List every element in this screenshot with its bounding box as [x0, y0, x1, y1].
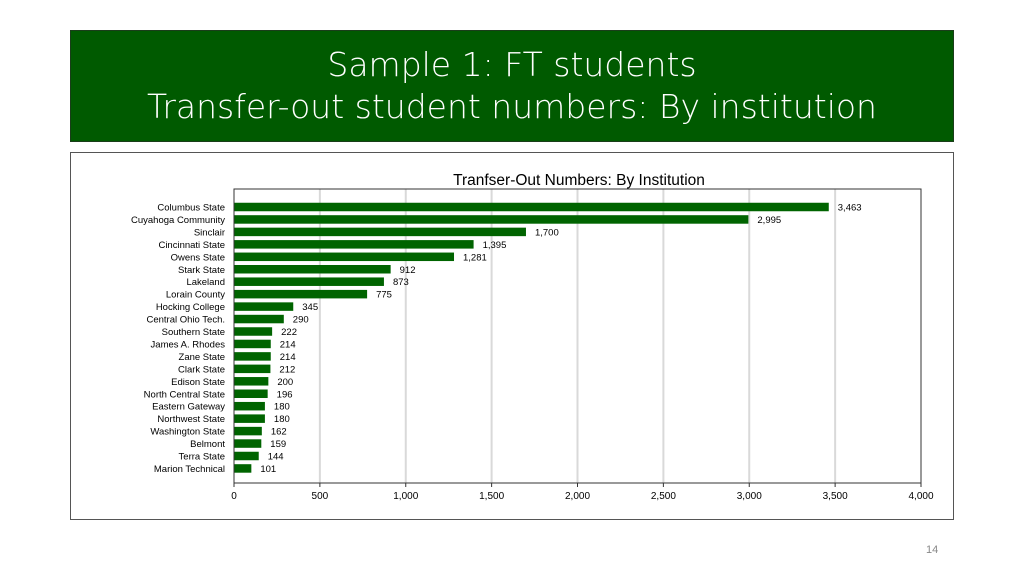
bar — [234, 364, 271, 374]
bar-chart: Tranfser-Out Numbers: By Institution Col… — [131, 172, 934, 502]
bar — [234, 265, 391, 274]
category-label: Belmont — [190, 439, 225, 450]
bar — [234, 339, 271, 349]
bar — [234, 414, 265, 423]
x-tick-label: 3,500 — [823, 491, 848, 502]
category-label: Northwest State — [157, 414, 225, 425]
bar — [234, 215, 749, 224]
bar — [234, 240, 474, 249]
bar — [234, 277, 384, 286]
bar — [234, 289, 368, 299]
data-label: 180 — [274, 402, 290, 413]
x-tick-label: 2,500 — [651, 491, 676, 502]
data-label: 1,281 — [463, 252, 487, 263]
bar — [234, 327, 273, 336]
data-label: 144 — [268, 452, 284, 463]
data-label: 1,700 — [535, 227, 559, 238]
bar — [234, 202, 829, 212]
category-label: Washington State — [150, 427, 225, 438]
bar — [234, 451, 259, 461]
bar — [234, 464, 252, 473]
category-label: Lorain County — [166, 290, 225, 301]
bar — [234, 252, 455, 262]
category-label: Terra State — [179, 452, 225, 463]
category-label: James A. Rhodes — [151, 339, 226, 350]
slide-title-line1: Sample 1: FT students — [327, 45, 697, 84]
bar — [234, 352, 271, 361]
category-label: Zane State — [179, 352, 225, 363]
category-label: Marion Technical — [154, 464, 225, 475]
category-label: Hocking College — [156, 302, 225, 313]
data-label: 345 — [302, 302, 318, 313]
data-label: 180 — [274, 414, 290, 425]
chart-frame: Tranfser-Out Numbers: By Institution Col… — [70, 152, 954, 520]
category-label: Clark State — [178, 364, 225, 375]
data-label: 873 — [393, 277, 409, 288]
category-label: Columbus State — [157, 203, 225, 214]
category-label: Owens State — [171, 252, 225, 263]
data-label: 222 — [281, 327, 297, 338]
data-label: 159 — [270, 439, 286, 450]
data-label: 1,395 — [483, 240, 507, 251]
data-label: 2,995 — [757, 215, 781, 226]
data-label: 162 — [271, 427, 287, 438]
bar — [234, 426, 262, 436]
category-label: Stark State — [178, 265, 225, 276]
data-label: 3,463 — [838, 203, 862, 214]
category-label: Lakeland — [186, 277, 225, 288]
data-label: 214 — [280, 339, 296, 350]
bar — [234, 439, 262, 448]
data-label: 290 — [293, 315, 309, 326]
x-tick-label: 0 — [231, 491, 237, 502]
chart-title: Tranfser-Out Numbers: By Institution — [453, 172, 705, 189]
data-label: 101 — [260, 464, 276, 475]
x-tick-label: 4,000 — [908, 491, 933, 502]
x-tick-label: 1,500 — [479, 491, 504, 502]
category-label: Central Ohio Tech. — [146, 315, 225, 326]
category-label: Sinclair — [194, 227, 225, 238]
x-tick-label: 3,000 — [737, 491, 762, 502]
bar — [234, 302, 294, 311]
data-label: 912 — [400, 265, 416, 276]
x-tick-label: 1,000 — [393, 491, 418, 502]
bar — [234, 377, 269, 386]
category-label: Cuyahoga Community — [131, 215, 225, 226]
page-number: 14 — [926, 544, 939, 556]
data-label: 214 — [280, 352, 296, 363]
data-label: 196 — [277, 389, 293, 400]
bar — [234, 314, 284, 324]
category-label: North Central State — [144, 389, 225, 400]
bar — [234, 401, 265, 411]
bar — [234, 227, 526, 237]
category-label: Edison State — [171, 377, 225, 388]
x-tick-label: 2,000 — [565, 491, 590, 502]
category-label: Southern State — [162, 327, 225, 338]
category-label: Cincinnati State — [158, 240, 225, 251]
slide-title-line2: Transfer-out student numbers: By institu… — [147, 87, 877, 126]
data-label: 200 — [277, 377, 293, 388]
data-label: 775 — [376, 290, 392, 301]
category-label: Eastern Gateway — [152, 402, 225, 413]
x-tick-label: 500 — [312, 491, 329, 502]
bar — [234, 389, 268, 398]
data-label: 212 — [279, 364, 295, 375]
title-banner: Sample 1: FT students Transfer-out stude… — [70, 30, 954, 142]
